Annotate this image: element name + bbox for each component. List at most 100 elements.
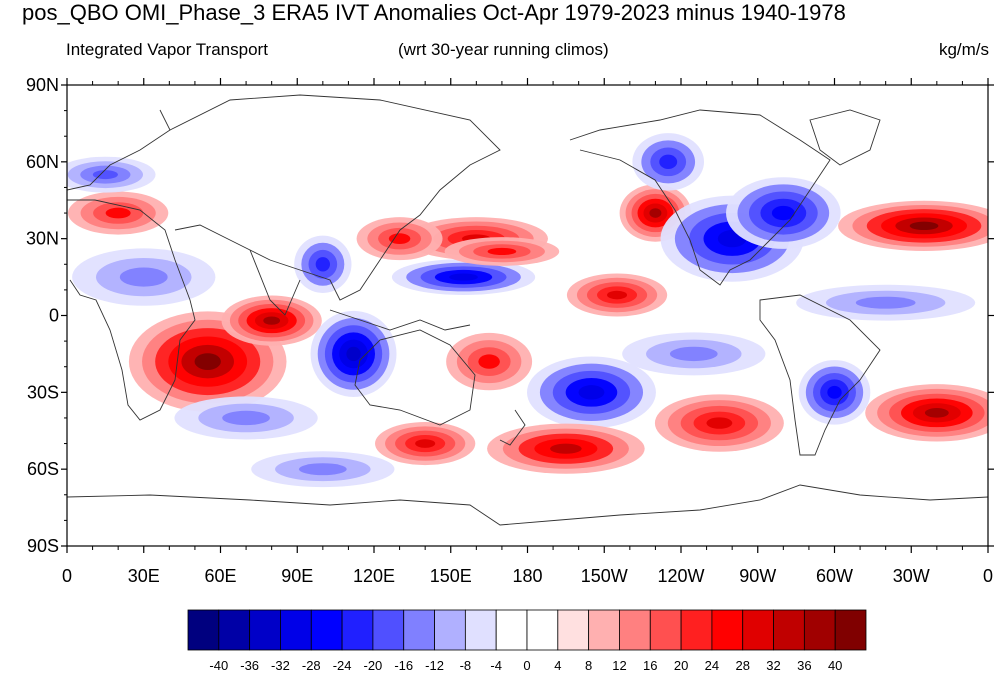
colorbar-box [495, 609, 528, 651]
lon-label: 60E [204, 566, 236, 586]
antarctica-coastline [67, 484, 988, 526]
longitude-ticks: 0 30E 60E 90E 120E 150E 180 150W 120W 90W 60W 30W 0 [62, 78, 993, 586]
variable-label: Integrated Vapor Transport [66, 40, 268, 59]
colorbar-box [834, 609, 867, 651]
colorbar-label: 24 [705, 658, 719, 673]
anomaly-feature [726, 177, 841, 249]
colorbar-label: -8 [460, 658, 472, 673]
lat-label: 60S [27, 459, 59, 479]
anomaly-feature [446, 332, 533, 391]
colorbar-box [588, 609, 620, 651]
anomaly-feature [375, 422, 476, 466]
anomaly-contour [649, 208, 662, 218]
north-america-coastline [569, 109, 831, 286]
latitude-ticks: 90N 60N 30N 0 30S 60S 90S [26, 75, 994, 556]
colorbar-label: -16 [394, 658, 413, 673]
anomaly-feature [798, 360, 871, 425]
anomaly-feature [294, 235, 352, 293]
maritime-continent-coastline [329, 309, 471, 331]
anomaly-feature [68, 191, 169, 235]
colorbar-box [434, 609, 466, 651]
anomaly-feature [865, 384, 988, 442]
colorbar-box [803, 609, 836, 651]
lon-label: 150W [581, 566, 628, 586]
colorbar-label: 16 [643, 658, 657, 673]
anomaly-contour [550, 443, 582, 454]
greenland-coastline [809, 109, 881, 166]
anomaly-feature [221, 295, 322, 346]
anomaly-contour [706, 417, 733, 429]
lon-label: 90W [739, 566, 776, 586]
colorbar-box [711, 609, 744, 651]
colorbar-label: -40 [209, 658, 228, 673]
colorbar-box [557, 609, 590, 651]
colorbar-label: 20 [674, 658, 688, 673]
europe-coastline [67, 109, 171, 191]
colorbar-box [680, 609, 713, 651]
anomaly-feature [310, 310, 397, 397]
anomaly-field [67, 133, 988, 488]
anomaly-contour [415, 439, 436, 448]
anomaly-contour [924, 408, 949, 418]
lon-label: 0 [62, 566, 72, 586]
anomaly-contour [669, 346, 718, 362]
colorbar-box [773, 609, 805, 651]
lon-label: 150E [430, 566, 472, 586]
colorbar-box [464, 609, 497, 651]
colorbar-box [649, 609, 682, 651]
units-label: kg/m/s [938, 40, 989, 59]
anomaly-feature [72, 248, 216, 306]
anomaly-contour [263, 316, 281, 325]
anomaly-feature [251, 451, 395, 488]
newzealand-coastline [499, 409, 526, 446]
colorbar-label: -4 [490, 658, 502, 673]
anomaly-contour [222, 410, 270, 426]
australia-coastline [354, 329, 476, 426]
colorbar-label: 36 [797, 658, 811, 673]
colorbar-label: 12 [612, 658, 626, 673]
lon-label: 30E [128, 566, 160, 586]
anomaly-feature [526, 356, 656, 429]
anomaly-feature [391, 259, 536, 296]
colorbar: -40 -36 -32 -28 -24 -20 -16 -12 -8 -4 0 4 8 12 16 20 24 2… [187, 609, 867, 673]
anomaly-contour [578, 385, 605, 400]
lat-label: 60N [26, 152, 59, 172]
colorbar-box [218, 609, 251, 651]
reference-note: (wrt 30-year running climos) [398, 40, 609, 59]
anomaly-contour [478, 354, 500, 369]
anomaly-feature [487, 423, 645, 474]
anomaly-feature [444, 237, 560, 266]
anomaly-feature [174, 396, 318, 440]
colorbar-label: -24 [333, 658, 352, 673]
map-area [67, 85, 988, 546]
anomaly-contour [194, 353, 221, 370]
lon-label: 90E [281, 566, 313, 586]
lat-label: 30S [27, 382, 59, 402]
anomaly-contour [827, 385, 842, 399]
colorbar-box [372, 609, 405, 651]
lat-label: 0 [49, 306, 59, 326]
anomaly-feature [622, 332, 766, 376]
anomaly-contour [771, 205, 795, 221]
chart-title: pos_QBO OMI_Phase_3 ERA5 IVT Anomalies O… [22, 0, 846, 25]
colorbar-label: 32 [766, 658, 780, 673]
anomaly-feature [654, 394, 784, 452]
anomaly-feature [838, 200, 988, 251]
anomaly-contour [315, 257, 330, 272]
colorbar-label: -32 [271, 658, 290, 673]
anomaly-contour [105, 207, 131, 219]
south-america-coastline [759, 294, 881, 456]
colorbar-label: -28 [302, 658, 321, 673]
colorbar-label: 28 [735, 658, 749, 673]
anomaly-contour [449, 273, 478, 281]
colorbar-label: 8 [585, 658, 592, 673]
anomaly-contour [487, 247, 517, 256]
anomaly-contour [607, 290, 628, 300]
lon-label: 60W [816, 566, 853, 586]
anomaly-feature [632, 133, 705, 191]
asia-coastline [169, 94, 501, 301]
colorbar-box [619, 609, 651, 651]
anomaly-feature [796, 284, 976, 321]
anomaly-contour [119, 267, 168, 287]
lon-label: 180 [512, 566, 542, 586]
